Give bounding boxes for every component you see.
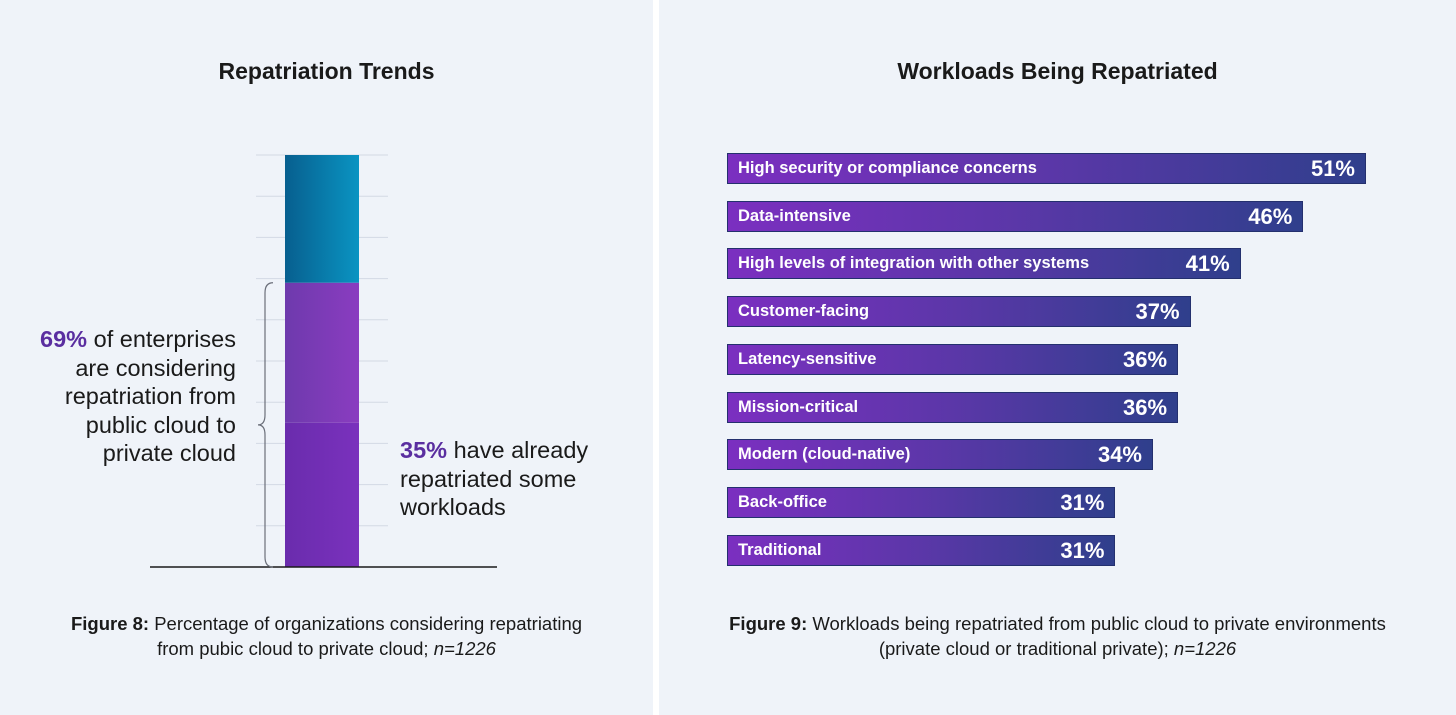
sample-size: n=1226: [1173, 638, 1237, 659]
bar: Data-intensive 46%: [727, 200, 1304, 232]
bar-category-label: Back-office: [738, 492, 827, 511]
bar-category-label: Data-intensive: [738, 206, 851, 225]
bar-segment: [285, 282, 359, 423]
bar: Mission-critical 36%: [727, 391, 1179, 423]
bar: Back-office 31%: [727, 486, 1116, 518]
already-text: have already repatriated some workloads: [400, 437, 589, 520]
bar-value-label: 31%: [1060, 537, 1105, 563]
considering-text: of enterprises are considering repatriat…: [64, 326, 236, 466]
figure-number: Figure 9:: [729, 613, 808, 634]
bar-category-label: Modern (cloud-native): [738, 445, 911, 464]
already-annotation: 35% have already repatriated some worklo…: [400, 436, 640, 522]
bar-category-label: Customer-facing: [738, 302, 870, 321]
bar-category-label: Latency-sensitive: [738, 349, 877, 368]
bar-value-label: 46%: [1248, 203, 1293, 229]
chart-title: Workloads Being Repatriated: [897, 58, 1218, 84]
sample-size: n=1226: [433, 638, 496, 659]
already-percent: 35%: [400, 437, 448, 463]
bar-segment: [285, 422, 359, 567]
bar-category-label: Mission-critical: [738, 397, 859, 416]
figure-caption: Figure 8: Percentage of organizations co…: [0, 611, 653, 661]
bar-category-label: Traditional: [738, 540, 822, 559]
bar: High security or compliance concerns 51%: [727, 153, 1366, 184]
figure-number: Figure 8:: [70, 613, 150, 634]
bar-segment: [285, 155, 359, 283]
curly-brace: [257, 282, 274, 568]
bar: Traditional 31%: [727, 534, 1116, 566]
bar-value-label: 36%: [1123, 346, 1168, 372]
bar: Latency-sensitive 36%: [727, 343, 1179, 375]
bar-value-label: 41%: [1185, 251, 1230, 277]
chart-title: Repatriation Trends: [218, 58, 435, 84]
bar-value-label: 51%: [1310, 156, 1355, 181]
considering-annotation: 69% of enterprises are considering repat…: [10, 325, 236, 468]
stacked-bar-chart: [150, 154, 497, 568]
figure-caption: Figure 9: Workloads being repatriated fr…: [659, 611, 1456, 661]
bar: Customer-facing 37%: [727, 296, 1191, 328]
bar-value-label: 36%: [1123, 394, 1168, 420]
bar: High levels of integration with other sy…: [727, 248, 1241, 280]
considering-percent: 69%: [40, 326, 88, 352]
bar-category-label: High security or compliance concerns: [738, 159, 1037, 177]
left-chart-panel: Repatriation Trends 69% of enterprises a…: [0, 0, 653, 715]
bar-value-label: 34%: [1097, 442, 1142, 468]
caption-text: Workloads being repatriated from public …: [807, 613, 1386, 659]
bar-category-label: High levels of integration with other sy…: [738, 254, 1090, 273]
bar-value-label: 37%: [1135, 299, 1180, 325]
caption-text: Percentage of organizations considering …: [149, 613, 583, 659]
bar: Modern (cloud-native) 34%: [727, 439, 1153, 471]
bar-value-label: 31%: [1060, 489, 1105, 515]
